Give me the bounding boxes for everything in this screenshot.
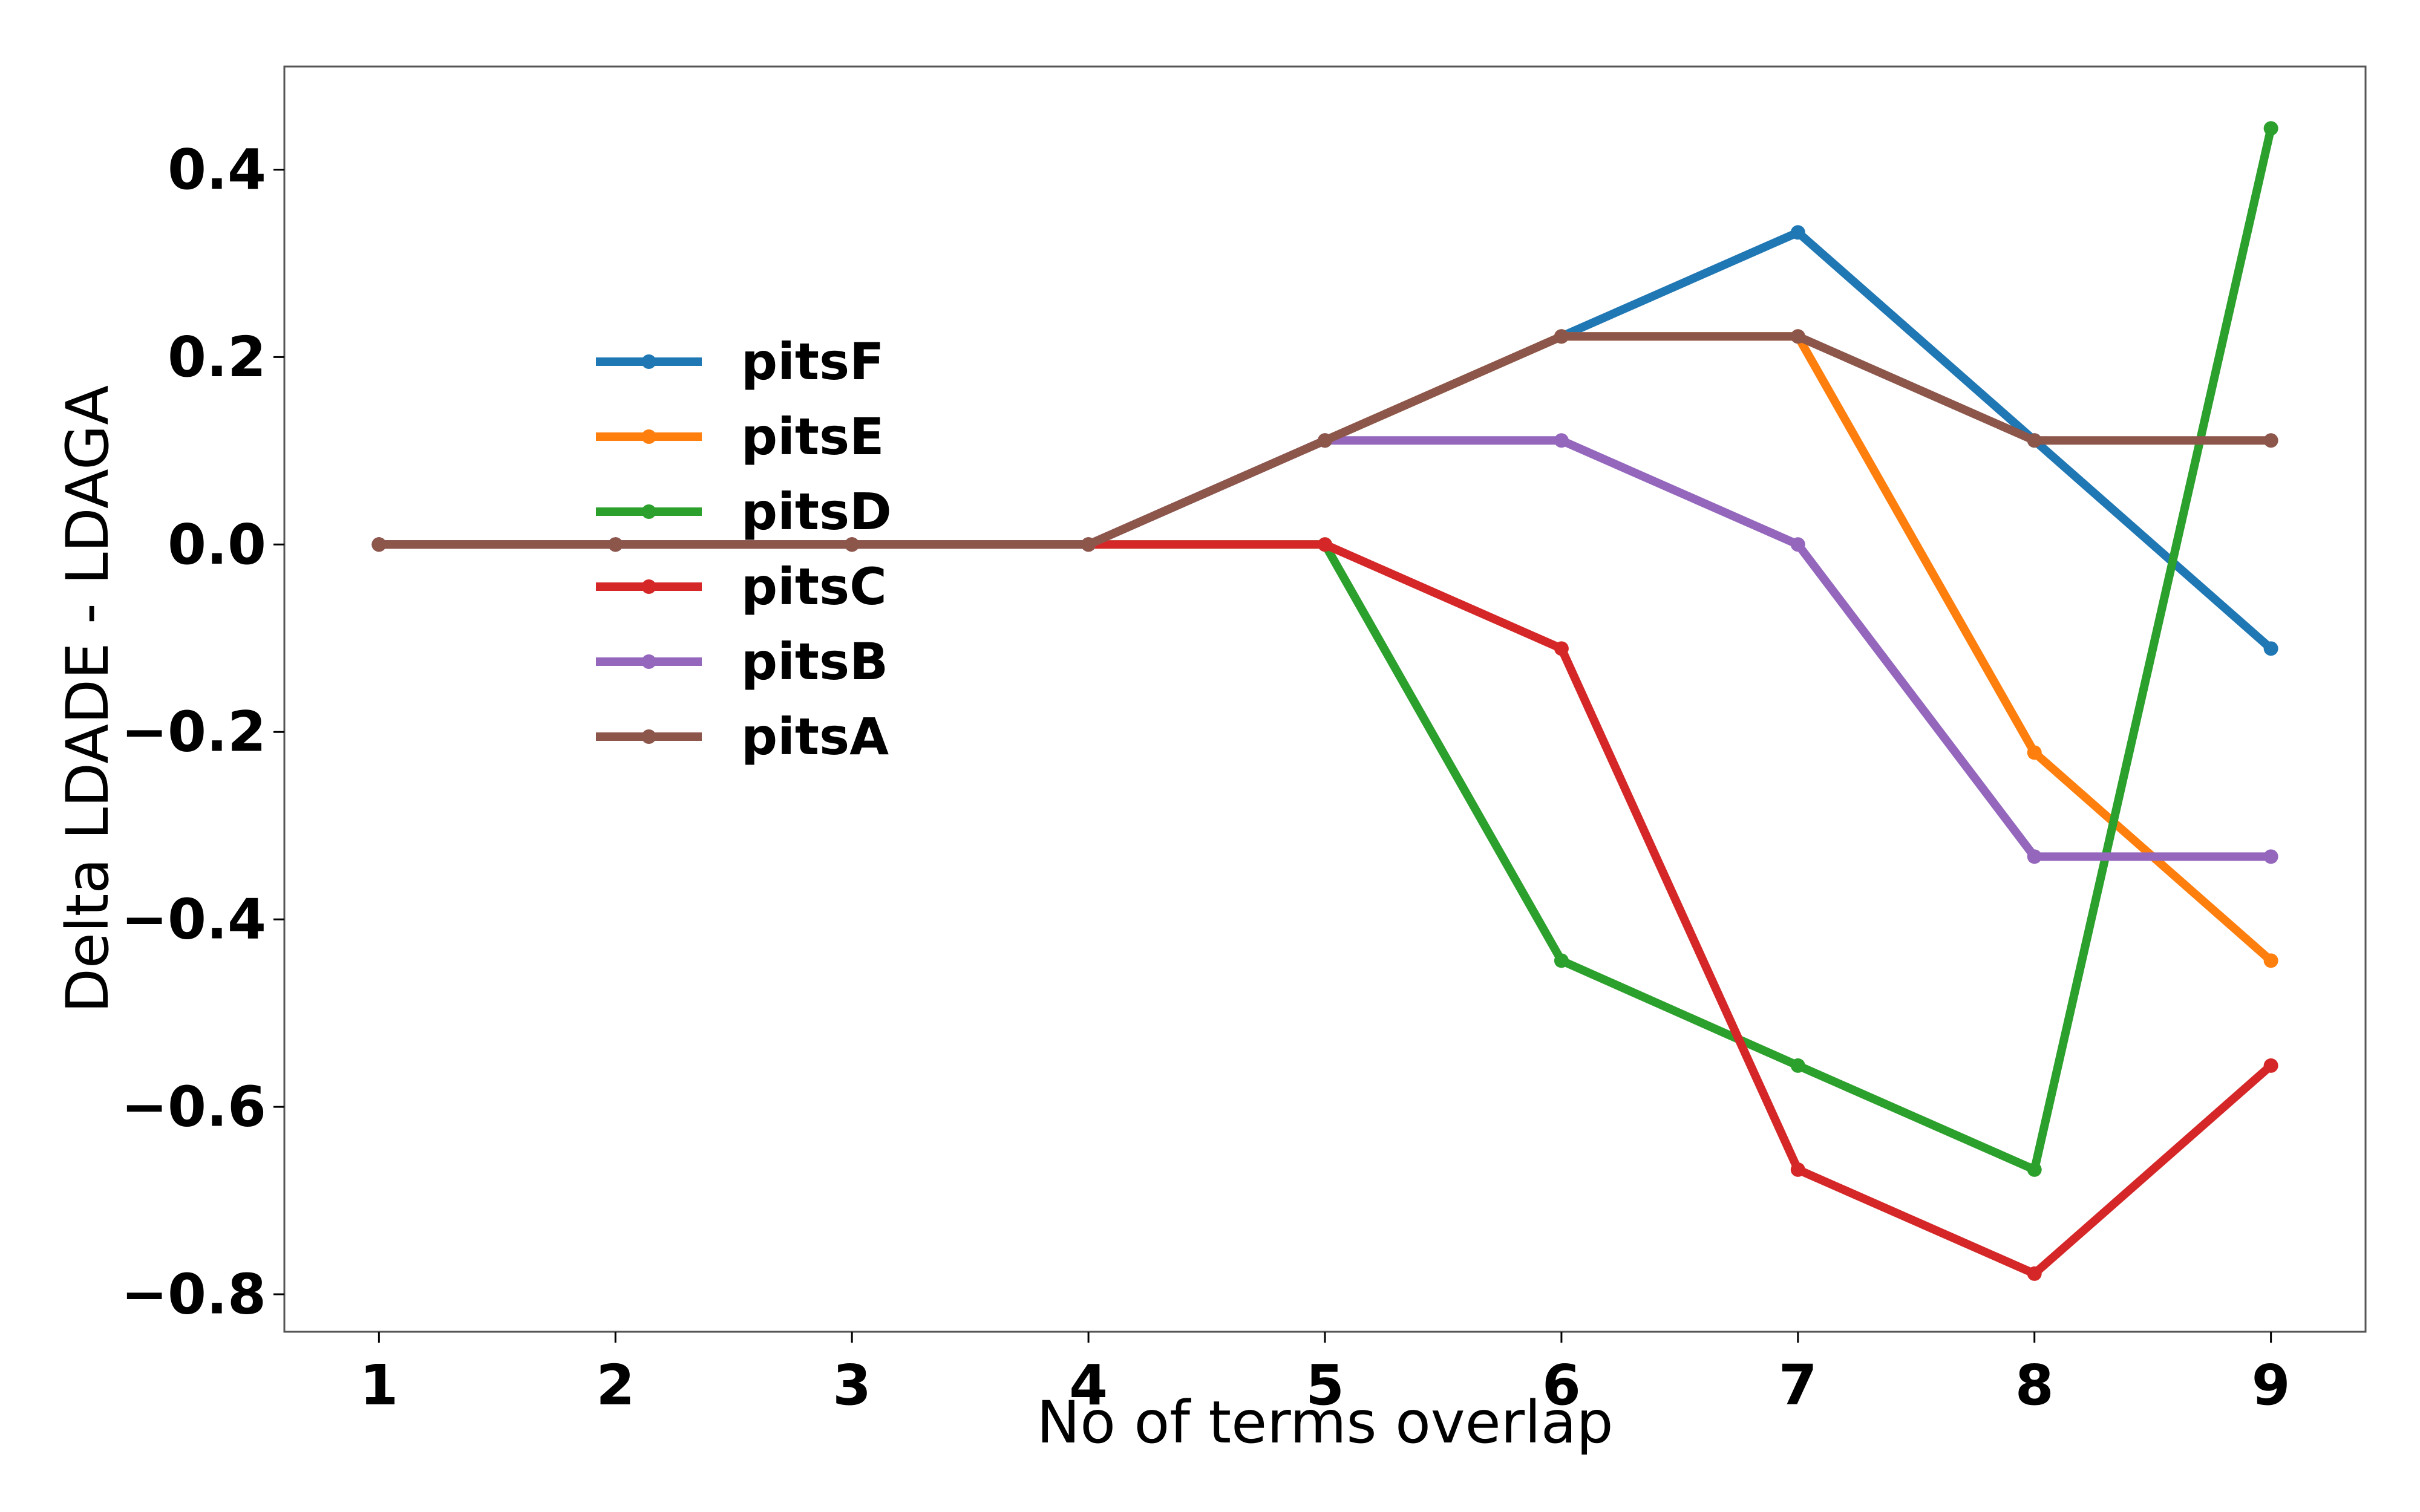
data-point-pitsA (845, 537, 860, 552)
legend: pitsF pitsE pitsD pitsC pitsB pitsA (596, 332, 892, 766)
x-tick-label: 3 (832, 1353, 871, 1418)
series-pitsB (371, 433, 2278, 864)
legend-item: pitsA (596, 707, 889, 766)
y-tick-label: 0.0 (168, 512, 266, 577)
y-tick-label: −0.4 (121, 887, 266, 952)
data-point-pitsB (1554, 433, 1569, 448)
legend-marker (641, 504, 656, 519)
series-layer (371, 121, 2278, 1281)
legend-label: pitsD (741, 482, 892, 541)
x-tick-label: 8 (2015, 1353, 2054, 1418)
data-point-pitsA (1318, 433, 1332, 448)
x-tick-label: 2 (596, 1353, 635, 1418)
data-point-pitsB (2027, 849, 2042, 864)
y-tick-label: 0.4 (168, 137, 266, 202)
x-tick-label: 7 (1779, 1353, 1817, 1418)
data-point-pitsC (1790, 1162, 1805, 1177)
data-point-pitsA (1554, 329, 1569, 344)
data-point-pitsA (2027, 433, 2042, 448)
legend-item: pitsE (596, 407, 884, 466)
legend-label: pitsE (741, 407, 884, 466)
data-point-pitsB (1790, 537, 1805, 552)
legend-item: pitsD (596, 482, 892, 541)
data-point-pitsC (1554, 641, 1569, 656)
series-line-pitsD (379, 127, 2275, 1174)
legend-label: pitsF (741, 332, 884, 391)
series-pitsA (371, 329, 2278, 552)
data-point-pitsD (2027, 1162, 2042, 1177)
data-point-pitsE (2263, 953, 2278, 968)
legend-marker (641, 654, 656, 669)
y-tick-label: −0.8 (121, 1262, 266, 1327)
legend-marker (641, 729, 656, 744)
x-tick-label: 4 (1069, 1353, 1108, 1418)
data-point-pitsC (2027, 1266, 2042, 1281)
data-point-pitsA (2263, 433, 2278, 448)
legend-label: pitsB (741, 632, 888, 691)
data-point-pitsF (2263, 641, 2278, 656)
data-point-pitsF (1790, 225, 1805, 240)
legend-item: pitsF (596, 332, 884, 391)
data-point-pitsA (1790, 329, 1805, 344)
data-point-pitsA (1081, 537, 1096, 552)
legend-label: pitsC (741, 557, 887, 616)
y-tick-label: 0.2 (168, 325, 266, 389)
legend-marker (641, 579, 656, 594)
data-point-pitsC (2263, 1058, 2278, 1073)
legend-item: pitsB (596, 632, 888, 691)
x-tick-label: 5 (1306, 1353, 1344, 1418)
plot-frame (283, 65, 2367, 1333)
x-tick-label: 1 (359, 1353, 398, 1418)
y-axis-label: Delta LDADE - LDAGA (54, 385, 122, 1013)
data-point-pitsC (1318, 537, 1332, 552)
legend-item: pitsC (596, 557, 887, 616)
y-tick-label: −0.6 (121, 1075, 266, 1139)
x-tick-label: 6 (1542, 1353, 1581, 1418)
legend-marker (641, 354, 656, 369)
y-axis: −0.8 −0.6 −0.4 −0.2 0.0 0.2 0.4 (121, 137, 284, 1327)
series-line-pitsC (379, 540, 2274, 1278)
data-point-pitsD (1790, 1058, 1805, 1073)
x-axis-label: No of terms overlap (1036, 1389, 1613, 1456)
data-point-pitsD (1554, 953, 1569, 968)
data-point-pitsB (2263, 849, 2278, 864)
legend-label: pitsA (741, 707, 889, 766)
legend-marker (641, 429, 656, 444)
data-point-pitsA (608, 537, 623, 552)
data-point-pitsE (2027, 745, 2042, 760)
series-line-pitsE (379, 332, 2274, 964)
series-pitsD (371, 121, 2278, 1177)
y-tick-label: −0.2 (121, 700, 266, 764)
data-point-pitsA (371, 537, 387, 552)
data-point-pitsD (2263, 121, 2278, 136)
x-tick-label: 9 (2252, 1353, 2291, 1418)
series-pitsC (371, 537, 2278, 1281)
series-line-pitsB (379, 436, 2271, 861)
x-axis: 1 2 3 4 5 6 7 8 9 (359, 1332, 2291, 1418)
